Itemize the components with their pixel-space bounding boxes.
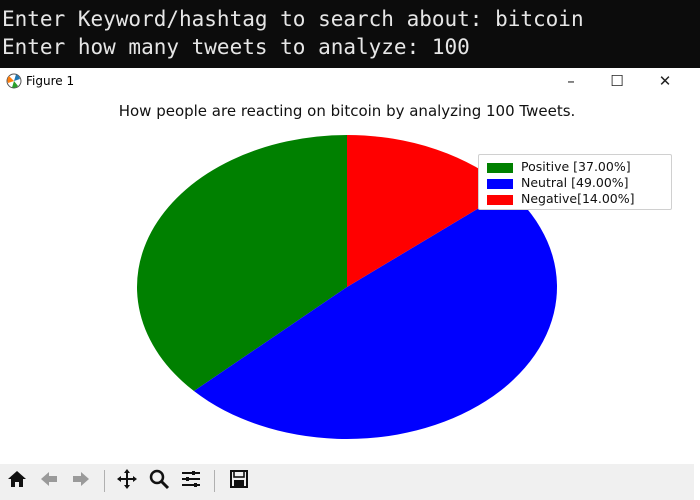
- terminal-line-count: Enter how many tweets to analyze: 100: [2, 35, 470, 59]
- legend-swatch-neutral: [487, 178, 513, 189]
- home-icon: [8, 471, 26, 487]
- matplotlib-logo-icon: [6, 73, 22, 89]
- legend-swatch-negative: [487, 194, 513, 205]
- plot-canvas[interactable]: How people are reacting on bitcoin by an…: [0, 94, 694, 464]
- pie-chart: [137, 135, 557, 439]
- zoom-button[interactable]: [146, 468, 172, 494]
- back-button[interactable]: [36, 468, 62, 494]
- navigation-toolbar: [0, 464, 694, 500]
- forward-button[interactable]: [68, 468, 94, 494]
- zoom-icon: [149, 469, 170, 490]
- chart-title: How people are reacting on bitcoin by an…: [118, 102, 576, 120]
- pie-slice-negative: [347, 135, 509, 287]
- terminal-line-keyword: Enter Keyword/hashtag to search about: b…: [2, 7, 584, 31]
- terminal-output: Enter Keyword/hashtag to search about: b…: [0, 0, 700, 68]
- close-button[interactable]: ✕: [658, 72, 672, 90]
- legend-label-negative: Negative[14.00%]: [521, 191, 635, 206]
- legend-swatch-positive: [487, 162, 513, 173]
- figure-window: Figure 1 – ☐ ✕ How people are reacting o…: [0, 68, 694, 500]
- forward-arrow-icon: [73, 472, 89, 486]
- legend-label-neutral: Neutral [49.00%]: [521, 175, 629, 190]
- save-icon: [230, 470, 248, 488]
- pan-icon: [117, 469, 137, 489]
- toolbar-separator: [214, 470, 215, 492]
- chart-legend: Positive [37.00%] Neutral [49.00%] Negat…: [478, 154, 672, 210]
- back-arrow-icon: [41, 472, 57, 486]
- legend-entry-positive: Positive [37.00%]: [487, 159, 631, 175]
- window-title: Figure 1: [26, 74, 75, 88]
- configure-subplots-icon: [182, 471, 200, 487]
- save-button[interactable]: [226, 468, 252, 494]
- toolbar-separator: [104, 470, 105, 492]
- legend-label-positive: Positive [37.00%]: [521, 159, 631, 174]
- minimize-button[interactable]: –: [567, 72, 575, 90]
- window-titlebar[interactable]: Figure 1 – ☐ ✕: [0, 68, 694, 94]
- pie-slice-positive: [137, 135, 347, 392]
- maximize-button[interactable]: ☐: [610, 72, 624, 90]
- home-button[interactable]: [4, 468, 30, 494]
- legend-entry-negative: Negative[14.00%]: [487, 191, 635, 207]
- pie-slice-neutral: [193, 190, 557, 439]
- pan-button[interactable]: [114, 468, 140, 494]
- legend-entry-neutral: Neutral [49.00%]: [487, 175, 629, 191]
- configure-subplots-button[interactable]: [178, 468, 204, 494]
